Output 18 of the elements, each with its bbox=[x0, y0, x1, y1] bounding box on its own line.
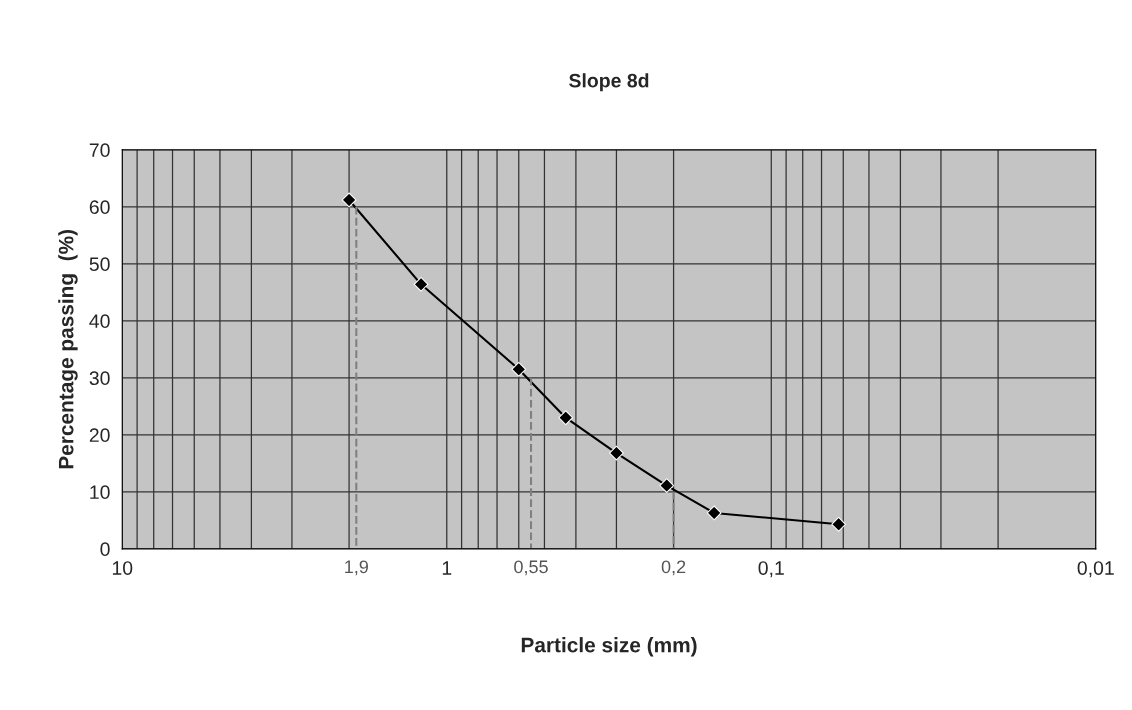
annotation: 0,2 bbox=[661, 560, 686, 576]
y-tick-label: 70 bbox=[89, 143, 110, 158]
y-axis-title: Percentage passing (%) bbox=[58, 229, 78, 469]
x-tick-label: 10 bbox=[112, 561, 133, 575]
y-tick-label: 10 bbox=[90, 485, 110, 500]
y-tick-label: 0 bbox=[100, 542, 110, 557]
y-tick-label: 40 bbox=[89, 314, 110, 329]
y-tick-label: 20 bbox=[89, 428, 110, 443]
y-tick-label: 50 bbox=[89, 257, 110, 272]
y-tick-label: 60 bbox=[89, 200, 110, 215]
x-tick-label: 1 bbox=[442, 561, 452, 575]
chart-title: Slope 8d bbox=[569, 73, 649, 92]
x-tick-label: 0,1 bbox=[758, 561, 784, 578]
annotation: 0,55 bbox=[514, 560, 548, 576]
x-tick-label: 0,01 bbox=[1077, 561, 1114, 578]
annotation: 1,9 bbox=[345, 560, 368, 576]
x-axis-title: Particle size (mm) bbox=[521, 637, 697, 657]
y-tick-label: 30 bbox=[89, 371, 110, 386]
